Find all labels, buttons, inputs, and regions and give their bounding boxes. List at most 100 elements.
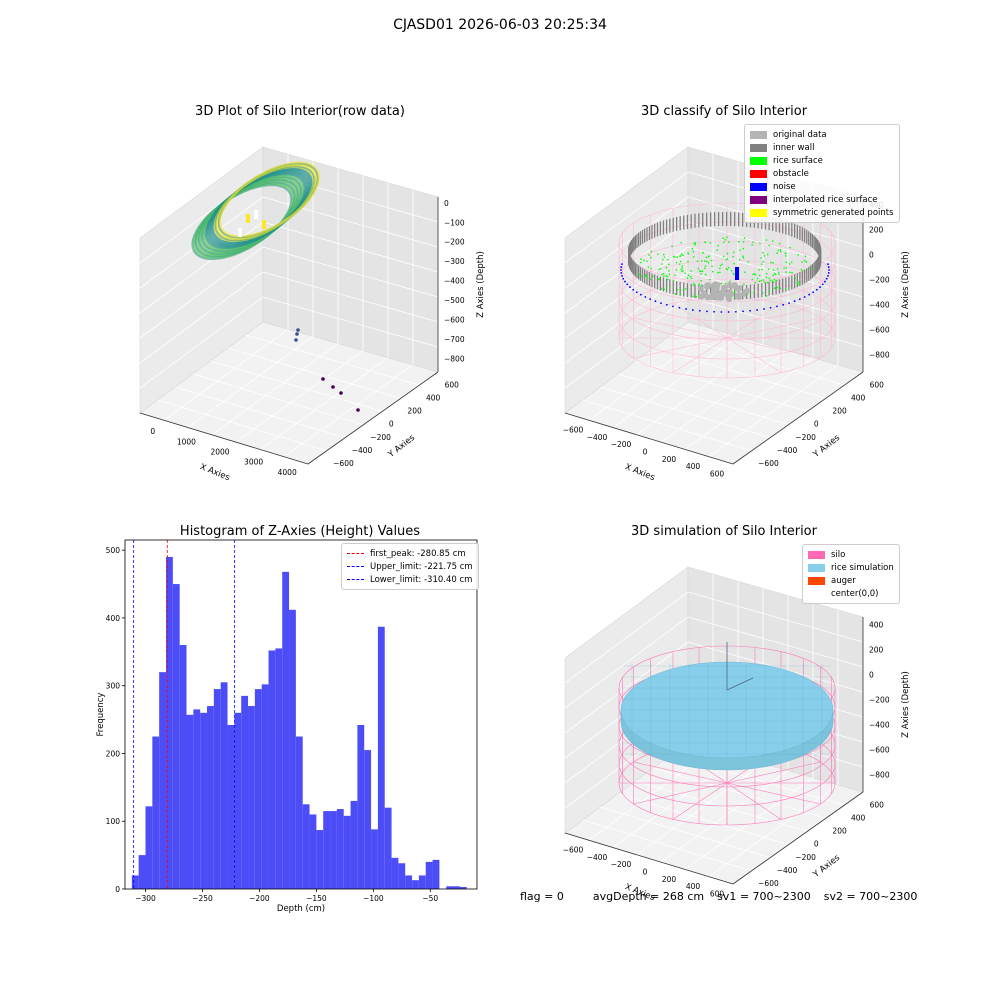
class-inner-wall-point (788, 221, 790, 236)
class-inner-wall-point (741, 212, 744, 227)
class-inner-wall-point (799, 226, 801, 241)
class-inner-wall-point (749, 284, 752, 299)
class-inner-wall-point (757, 283, 759, 298)
class-rice-surface-point (695, 295, 698, 298)
class-rice-surface-point (722, 255, 725, 258)
class-rice-surface-point (711, 265, 713, 268)
sim-z-tick-label: 0 (869, 671, 874, 680)
histogram-chart: −300 −250 −200 −150 −100 −50 0 100 200 300 400 500 D… (96, 539, 478, 914)
class-inner-wall-point (676, 216, 678, 231)
class-rice-surface-point (657, 278, 660, 281)
class-rice-surface-point (667, 278, 669, 281)
legend-swatch (808, 589, 825, 598)
sim-x-axis-line (564, 832, 734, 885)
sim-x-tick-label: 400 (686, 882, 701, 891)
legend-label: inner wall (773, 142, 815, 153)
figure-title: CJASD01 2026-06-03 20:25:34 (393, 17, 607, 33)
histogram-x-tick-label: −200 (249, 894, 270, 903)
class-z-tick-label: −600 (869, 326, 890, 335)
class-noise-point (654, 300, 657, 303)
class-rice-surface-point (785, 261, 787, 264)
raw-z-tick-label: 0 (444, 199, 449, 208)
histogram-x-tick-label: −250 (192, 894, 213, 903)
histogram-bar (159, 672, 167, 889)
histogram-x-tick-label: −300 (135, 894, 156, 903)
class-rice-surface-point (667, 263, 670, 266)
class-rice-surface-point (659, 267, 662, 270)
class-inner-wall-point (659, 221, 662, 236)
class-inner-wall-point (775, 280, 777, 295)
class-inner-wall-point (638, 265, 640, 280)
classify-legend-item: symmetric generated points (750, 206, 894, 219)
class-rice-surface-point (704, 267, 706, 270)
sim-x-tick-label: −600 (563, 846, 584, 855)
raw-x-tick-label: 1000 (177, 437, 196, 446)
class-rice-surface-point (742, 241, 745, 243)
class-rice-surface-point (797, 281, 799, 283)
class-noise-point (742, 310, 744, 313)
class-inner-wall-point (659, 276, 662, 291)
class-inner-wall-point (672, 280, 674, 295)
class-rice-surface-point (704, 265, 707, 267)
class-rice-surface-point (640, 258, 642, 260)
class-rice-surface-point (760, 279, 762, 282)
class-noise-cluster (735, 267, 739, 280)
class-rice-surface-point (771, 240, 774, 243)
class-noise-point (828, 269, 830, 271)
classify-legend: original data inner wall rice surface obsta… (744, 124, 900, 223)
class-rice-surface-point (675, 261, 678, 264)
class-rice-surface-point (687, 274, 690, 277)
class-rice-surface-point (798, 281, 801, 284)
histogram-bar (418, 875, 426, 889)
class-rice-surface-point (742, 255, 744, 257)
simulation-legend: silo rice simulation auger center(0,0) (802, 544, 900, 604)
raw-outlier-point (356, 408, 360, 412)
legend-line-swatch (347, 566, 364, 567)
class-rice-surface-point (694, 241, 697, 244)
class-noise-point (720, 311, 723, 313)
legend-label: noise (773, 181, 796, 192)
class-rice-surface-point (794, 277, 797, 280)
class-rice-surface-point (779, 287, 782, 289)
class-inner-wall-point (811, 233, 814, 248)
class-rice-surface-point (762, 251, 764, 254)
class-noise-point (793, 300, 796, 303)
histogram-bar (371, 829, 378, 889)
class-rice-surface-point (674, 274, 676, 277)
histogram-bar (261, 684, 269, 889)
sim-auger-arm (726, 677, 754, 691)
class-rice-surface-point (697, 267, 699, 270)
class-rice-surface-point (687, 252, 689, 254)
histogram-bar (254, 689, 262, 889)
legend-swatch (808, 563, 825, 572)
histogram-y-tick-label: 100 (106, 817, 121, 826)
histogram-bar (343, 815, 351, 889)
class-rice-surface-point (658, 268, 661, 271)
raw-z-tick-label: −300 (444, 257, 465, 266)
class-inner-wall-point (672, 217, 674, 232)
class-noise-point (798, 298, 801, 301)
class-inner-wall-point (632, 259, 634, 274)
class-noise-point (639, 293, 642, 296)
class-noise-point (815, 288, 818, 291)
class-rice-surface-point (703, 260, 706, 262)
class-rice-surface-point (657, 253, 659, 255)
class-rice-surface-point (726, 236, 728, 239)
class-rice-surface-point (765, 272, 768, 275)
class-inner-wall-point (679, 281, 681, 296)
class-rice-surface-point (762, 292, 764, 294)
raw-z-tick-label: −600 (444, 316, 465, 325)
raw-x-axis-label: X Axies (198, 462, 231, 483)
class-original-point (727, 291, 734, 298)
class-inner-wall-point (796, 273, 798, 288)
class-rice-surface-point (738, 258, 741, 261)
raw-plot-title: 3D Plot of Silo Interior(row data) (195, 104, 405, 119)
histogram-x-tick-label: −100 (363, 894, 384, 903)
class-rice-surface-point (756, 277, 759, 280)
histogram-bar (268, 650, 276, 889)
histogram-legend: first_peak: -280.85 cm Upper_limit: -221.… (341, 543, 479, 590)
class-inner-wall-point (636, 264, 638, 279)
class-rice-surface-point (700, 260, 703, 262)
class-rice-surface-point (743, 283, 745, 286)
class-inner-wall-point (782, 278, 784, 293)
